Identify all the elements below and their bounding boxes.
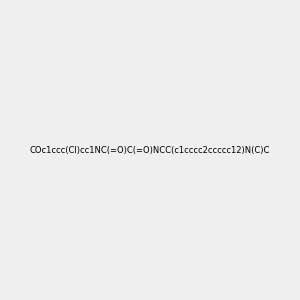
Text: COc1ccc(Cl)cc1NC(=O)C(=O)NCC(c1cccc2ccccc12)N(C)C: COc1ccc(Cl)cc1NC(=O)C(=O)NCC(c1cccc2cccc… [30, 146, 270, 154]
